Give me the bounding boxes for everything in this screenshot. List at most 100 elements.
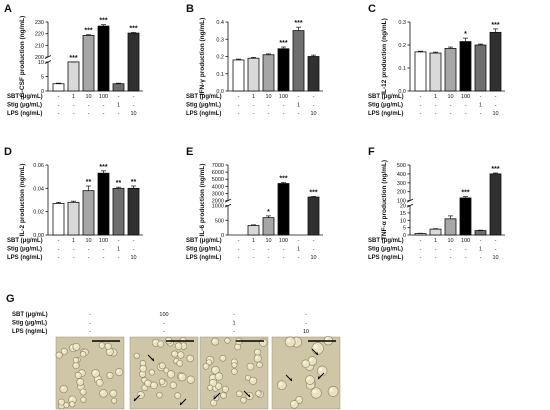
condition-value: 10 (447, 238, 453, 244)
cell (74, 371, 82, 379)
condition-value: - (435, 255, 437, 261)
cell (211, 337, 220, 346)
cell-highlight (237, 391, 240, 394)
condition-value: - (420, 111, 422, 117)
cell (327, 386, 339, 397)
cell-highlight (329, 388, 334, 392)
condition-label: Stig (μg/mL) (7, 247, 42, 253)
bar (307, 196, 320, 236)
cell-highlight (95, 376, 99, 380)
y-tick-label: 500 (397, 163, 406, 169)
cell (79, 388, 87, 396)
condition-label: SBT (μg/mL) (7, 238, 43, 244)
condition-value: - (435, 103, 437, 109)
panel-letter: E (186, 146, 193, 158)
panel-letter: B (186, 3, 194, 15)
condition-value: - (238, 111, 240, 117)
condition-label: SBT (μg/mL) (12, 312, 48, 318)
cell-highlight (213, 386, 216, 389)
y-tick-label: 5 (403, 226, 406, 232)
bar (489, 31, 502, 92)
condition-value: 100 (279, 94, 288, 100)
condition-value: 1 (479, 103, 482, 109)
bar (292, 30, 305, 92)
condition-value: - (450, 103, 452, 109)
cell-highlight (138, 392, 141, 396)
condition-value: - (88, 103, 90, 109)
bar (232, 59, 245, 92)
cell (253, 354, 262, 363)
bar (474, 230, 487, 236)
cell-highlight (97, 380, 100, 383)
panel-g-letter: G (6, 293, 15, 305)
bar (429, 52, 442, 92)
cell (79, 350, 87, 358)
condition-value: - (420, 238, 422, 244)
bar (262, 54, 275, 92)
bar (459, 197, 472, 236)
condition-value: - (420, 103, 422, 109)
cell-highlight (325, 337, 329, 341)
cell (214, 372, 224, 381)
significance-label: * (267, 209, 270, 216)
cell (231, 362, 238, 369)
y-tick-label: 0.02 (33, 210, 44, 216)
condition-value: - (480, 94, 482, 100)
significance-label: ** (86, 179, 92, 186)
cell-highlight (59, 400, 62, 403)
condition-value: 1 (232, 321, 235, 327)
bar (112, 187, 125, 236)
cell-highlight (57, 353, 60, 356)
y-tick-label: 0.00 (33, 233, 44, 239)
cell-highlight (241, 398, 244, 401)
condition-value: - (58, 94, 60, 100)
y-axis: 0.00 0.02 0.04 0.06 (33, 163, 143, 239)
significance-label: *** (491, 166, 499, 173)
condition-value: - (233, 312, 235, 318)
cell-highlight (164, 368, 167, 371)
cell-highlight (307, 377, 311, 381)
bar (97, 25, 110, 92)
significance-label: *** (129, 26, 137, 33)
bar (414, 233, 427, 236)
cell (220, 392, 227, 399)
cell (186, 375, 195, 384)
significance-label: *** (491, 22, 499, 29)
cell-highlight (178, 352, 181, 356)
condition-value: - (118, 238, 120, 244)
condition-value: - (58, 255, 60, 261)
cell-highlight (248, 364, 251, 367)
cell-highlight (157, 393, 160, 396)
cell (305, 375, 315, 385)
cell (95, 378, 104, 387)
panel-g: G SBT (μg/mL) Stig (μg/mL) LPS (ng/mL) - - - 1… (6, 293, 341, 410)
cell-highlight (106, 344, 109, 347)
cell-highlight (153, 340, 157, 343)
cell-highlight (100, 343, 103, 346)
cell-highlight (145, 381, 149, 384)
y-tick-label: 1000 (212, 204, 224, 210)
condition-value: 1 (72, 94, 75, 100)
cell (255, 390, 262, 397)
cell-highlight (176, 343, 179, 347)
cell-highlight (171, 383, 174, 386)
condition-value: - (495, 94, 497, 100)
cell (231, 368, 238, 375)
cell (99, 389, 108, 398)
cell (158, 362, 166, 370)
cell-highlight (160, 363, 163, 366)
y-axis-label: IL-6 production (ng/mL) (199, 164, 206, 237)
arrow-head-icon (151, 358, 154, 361)
condition-value: - (163, 329, 165, 335)
cell-highlight (212, 367, 216, 371)
y-tick-label: 5 (41, 75, 44, 81)
significance-label: *** (294, 20, 302, 27)
significance-label: *** (99, 18, 107, 25)
condition-value: - (238, 238, 240, 244)
condition-value: - (89, 329, 91, 335)
condition-value: - (435, 247, 437, 253)
cell-highlight (151, 383, 155, 386)
bar (52, 83, 65, 92)
